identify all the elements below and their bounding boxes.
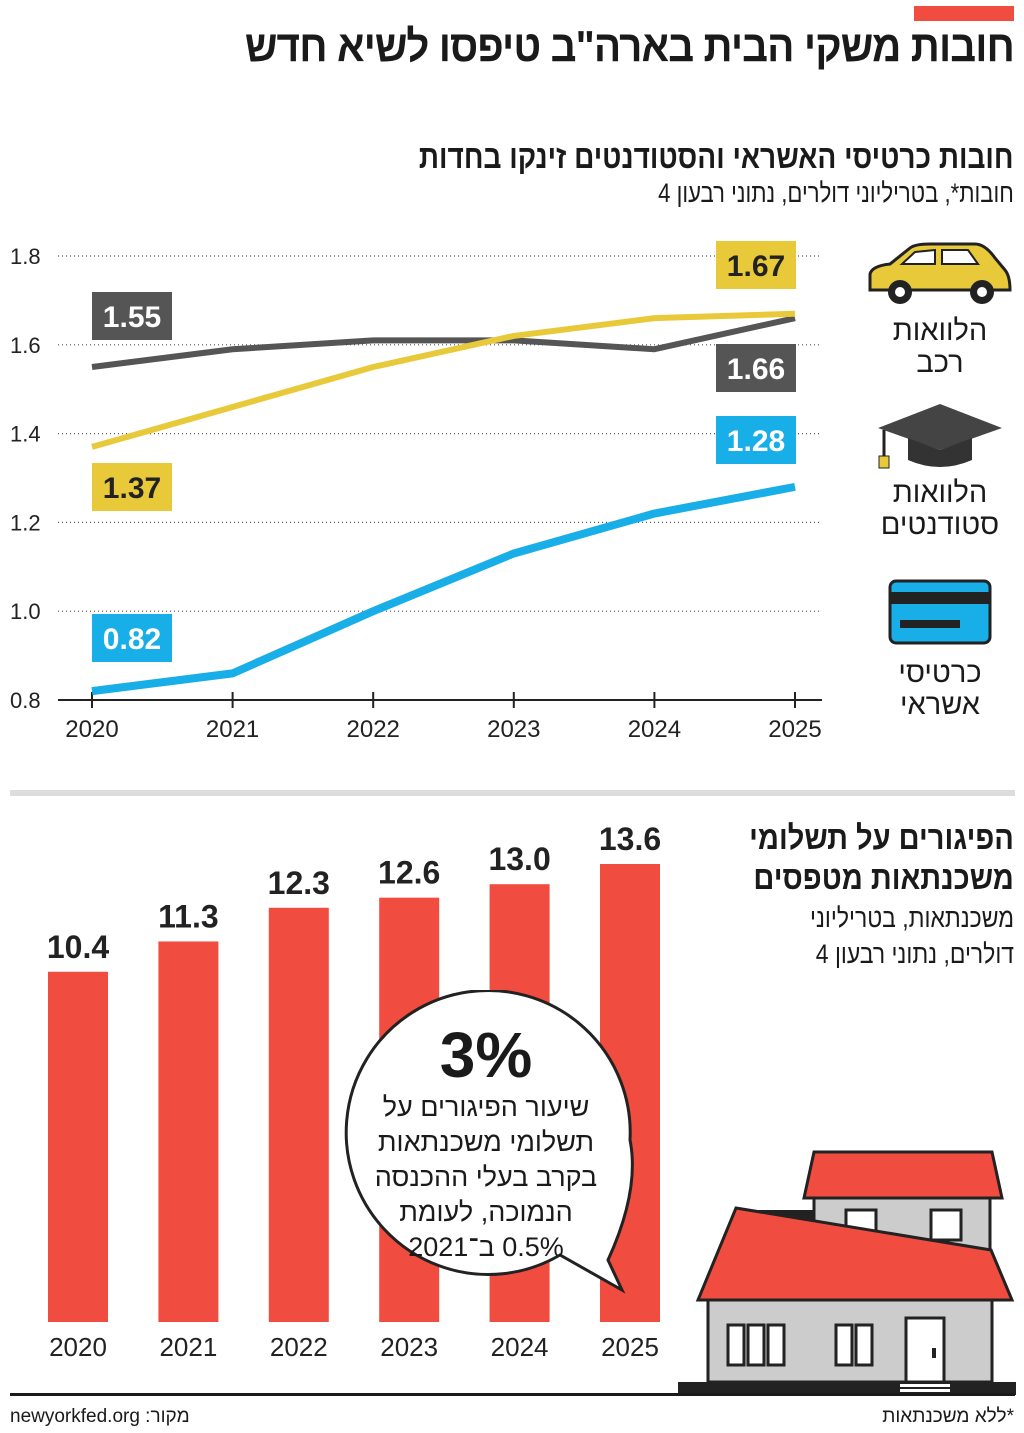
data-label-box xyxy=(92,292,172,340)
series-line xyxy=(91,482,796,696)
data-label: 1.37 xyxy=(103,472,161,505)
bar-chart-subtitle: משכנתאות, בטריליוני דולרים, נתוני רבעון 4 xyxy=(809,903,1014,969)
annotation-text: 3% שיעור הפיגורים על תשלומי משכנתאות בקר… xyxy=(352,1020,620,1265)
data-label: 0.82 xyxy=(103,623,161,656)
data-label-box xyxy=(716,344,796,392)
annotation-line: הנמוכה, לעומת xyxy=(399,1197,573,1227)
data-label-box xyxy=(92,463,172,511)
x-tick-label: 2021 xyxy=(206,716,259,743)
bar xyxy=(158,941,219,1322)
bar xyxy=(268,907,329,1322)
bar-value-label: 13.6 xyxy=(599,821,661,857)
legend-item-card: כרטיסי אשראי xyxy=(860,578,1020,721)
line-chart-title: חובות כרטיסי האשראי והסטודנטים זינקו בחד… xyxy=(419,138,1014,175)
series-line xyxy=(91,315,796,370)
x-tick-label: 2020 xyxy=(65,716,118,743)
line-chart: 0.8 1.0 1.2 1.4 1.6 1.8 2020 2021 2022 2023 2024 20… xyxy=(10,241,822,743)
annotation-line: 0.5% ב־2021 xyxy=(408,1232,564,1262)
y-tick-label: 1.0 xyxy=(10,599,41,624)
data-label: 1.67 xyxy=(727,250,785,283)
line-chart-subtitle: חובות*, בטריליוני דולרים, נתוני רבעון 4 xyxy=(658,178,1014,208)
annotation-line: תשלומי משכנתאות xyxy=(377,1127,595,1157)
x-tick-label: 2022 xyxy=(347,716,400,743)
legend-label-student: הלוואות סטודנטים xyxy=(880,477,1000,541)
bar-value-label: 13.0 xyxy=(488,841,550,877)
annotation-big-value: 3% xyxy=(439,1019,533,1091)
bar-value-label: 11.3 xyxy=(158,898,219,934)
source-text: newyorkfed.org :מקור xyxy=(10,1406,190,1427)
data-label: 1.55 xyxy=(103,301,161,334)
house-icon xyxy=(678,1150,1016,1395)
page-title: חובות משקי הבית בארה"ב טיפסו לשיא חדש xyxy=(244,22,1015,71)
footer-divider xyxy=(10,1393,1015,1396)
x-tick-label: 2021 xyxy=(159,1332,217,1362)
bar-value-label: 10.4 xyxy=(47,929,109,965)
y-tick-label: 1.2 xyxy=(10,510,41,535)
car-icon xyxy=(868,242,1012,304)
y-tick-label: 1.4 xyxy=(10,422,41,447)
annotation-line: שיעור הפיגורים על xyxy=(382,1092,590,1122)
data-label-box xyxy=(92,614,172,662)
data-label-box xyxy=(716,241,796,289)
x-tick-label: 2024 xyxy=(628,716,681,743)
x-tick-label: 2023 xyxy=(380,1332,438,1362)
legend-label-card: כרטיסי אשראי xyxy=(898,657,982,721)
bar xyxy=(48,971,108,1322)
footnote: *ללא משכנתאות xyxy=(882,1406,1014,1427)
annotation-line: בקרב בעלי ההכנסה xyxy=(374,1162,598,1192)
legend-item-student: הלוואות סטודנטים xyxy=(860,400,1020,541)
bar-value-label: 12.6 xyxy=(378,855,440,891)
y-tick-label: 1.6 xyxy=(10,333,41,358)
y-tick-label: 0.8 xyxy=(10,688,41,713)
x-tick-label: 2024 xyxy=(491,1332,549,1362)
speech-bubble xyxy=(344,990,634,1294)
bar-chart-title: הפיגורים על תשלומי משכנתאות מטפסים xyxy=(749,819,1014,896)
x-tick-label: 2025 xyxy=(601,1332,659,1362)
credit-card-icon xyxy=(888,579,992,645)
x-tick-label: 2020 xyxy=(49,1332,107,1362)
x-tick-label: 2025 xyxy=(768,716,821,743)
accent-bar xyxy=(914,6,1014,21)
graduation-cap-icon xyxy=(878,404,1002,469)
data-label-box xyxy=(716,416,796,464)
data-label: 1.66 xyxy=(727,353,785,386)
bar-value-label: 12.3 xyxy=(268,865,330,901)
legend-item-car: הלוואות רכב xyxy=(860,240,1020,379)
x-tick-label: 2023 xyxy=(487,716,540,743)
section-divider xyxy=(10,790,1015,796)
y-tick-label: 1.8 xyxy=(10,244,41,269)
legend-label-car: הלוואות רכב xyxy=(892,315,988,379)
series-line xyxy=(91,310,796,450)
x-tick-label: 2022 xyxy=(270,1332,328,1362)
data-label: 1.28 xyxy=(727,425,785,458)
